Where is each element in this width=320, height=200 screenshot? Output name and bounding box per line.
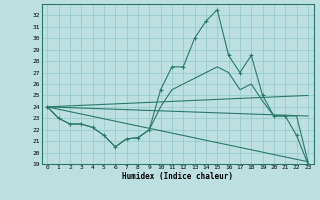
X-axis label: Humidex (Indice chaleur): Humidex (Indice chaleur) bbox=[122, 172, 233, 181]
